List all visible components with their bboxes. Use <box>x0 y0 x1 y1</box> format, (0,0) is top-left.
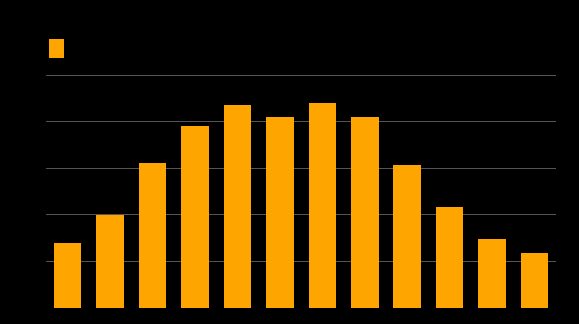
Bar <box>181 126 208 308</box>
Bar <box>521 253 548 308</box>
Bar <box>139 163 166 308</box>
Bar <box>96 215 124 308</box>
Bar <box>351 117 379 308</box>
Bar <box>223 105 251 308</box>
Bar <box>54 243 81 308</box>
Bar <box>266 117 294 308</box>
FancyBboxPatch shape <box>49 39 64 58</box>
Bar <box>309 102 336 308</box>
Bar <box>394 166 421 308</box>
Bar <box>478 239 506 308</box>
Bar <box>436 207 463 308</box>
